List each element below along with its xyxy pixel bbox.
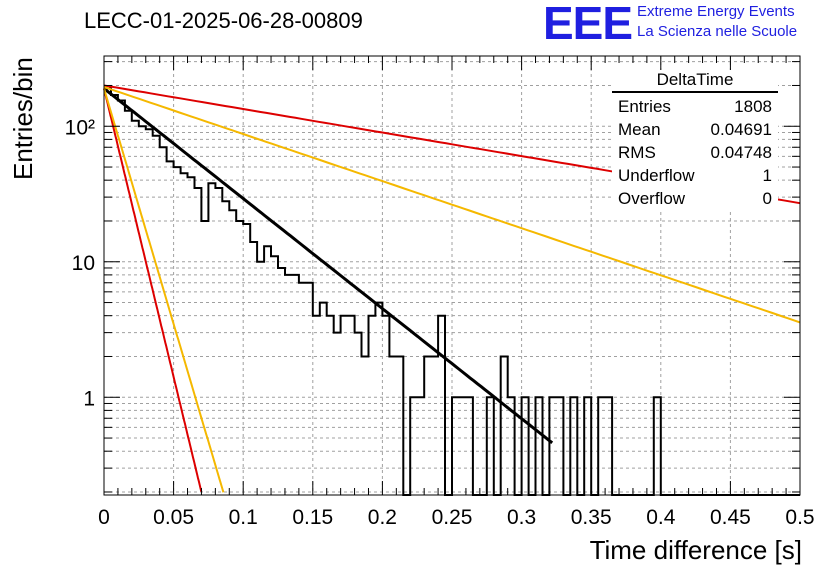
stats-label: Entries bbox=[618, 97, 671, 116]
exponential-curve bbox=[103, 88, 225, 493]
stats-row-mean: Mean 0.04691 bbox=[612, 118, 778, 141]
plot-title: LECC-01-2025-06-28-00809 bbox=[84, 8, 363, 33]
stats-title: DeltaTime bbox=[612, 70, 778, 93]
org-name-line2: La Scienza nelle Scuole bbox=[637, 23, 798, 40]
x-tick-label: 0.1 bbox=[229, 506, 258, 529]
x-tick-label: 0.5 bbox=[785, 506, 814, 529]
x-tick-label: 0 bbox=[98, 506, 110, 529]
x-tick-label: 0.05 bbox=[153, 506, 194, 529]
x-tick-label: 0.4 bbox=[646, 506, 676, 529]
org-name-line1: Extreme Energy Events bbox=[637, 3, 795, 20]
stats-row-rms: RMS 0.04748 bbox=[612, 141, 778, 164]
stats-row-underflow: Underflow 1 bbox=[612, 164, 778, 187]
stats-row-entries: Entries 1808 bbox=[612, 95, 778, 118]
x-axis-label: Time difference [s] bbox=[589, 535, 802, 565]
y-tick-label: 10 bbox=[72, 252, 95, 275]
stats-value: 0.04691 bbox=[710, 120, 772, 139]
x-tick-label: 0.35 bbox=[571, 506, 612, 529]
y-axis-label: Entries/bin bbox=[8, 57, 38, 180]
grid-lines bbox=[104, 56, 800, 495]
stats-label: RMS bbox=[618, 143, 656, 162]
stats-value: 0 bbox=[762, 189, 772, 208]
stats-label: Overflow bbox=[618, 189, 686, 208]
exponential-curve bbox=[103, 88, 203, 492]
axis-ticks bbox=[103, 56, 801, 495]
y-tick-label: 1 bbox=[83, 387, 95, 410]
stats-box: DeltaTime Entries 1808 Mean 0.04691 RMS 0.0… bbox=[612, 70, 778, 210]
x-tick-label: 0.15 bbox=[292, 506, 333, 529]
x-tick-labels: 0 0.05 0.1 0.15 0.2 0.25 0.3 0.35 0.4 0.45 0.5 bbox=[98, 506, 814, 529]
stats-value: 1 bbox=[762, 166, 772, 185]
stats-value: 1808 bbox=[734, 97, 772, 116]
y-tick-label: 10² bbox=[65, 116, 95, 139]
stats-label: Underflow bbox=[618, 166, 695, 185]
exponential-curve bbox=[103, 86, 801, 324]
stats-value: 0.04748 bbox=[710, 143, 772, 162]
x-tick-label: 0.45 bbox=[710, 506, 751, 529]
exponential-curve bbox=[103, 87, 554, 444]
x-tick-label: 0.3 bbox=[507, 506, 536, 529]
y-tick-labels: 1 10 10² bbox=[65, 116, 95, 410]
stats-label: Mean bbox=[618, 120, 661, 139]
stats-row-overflow: Overflow 0 bbox=[612, 187, 778, 210]
x-tick-label: 0.25 bbox=[432, 506, 473, 529]
eee-logo: EEE bbox=[543, 0, 633, 49]
x-tick-label: 0.2 bbox=[368, 506, 397, 529]
